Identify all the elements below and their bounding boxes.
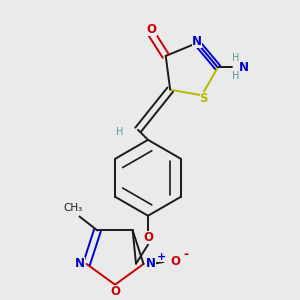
Text: H: H bbox=[116, 127, 124, 137]
Text: N: N bbox=[146, 257, 155, 271]
Text: O: O bbox=[110, 285, 120, 298]
Text: H: H bbox=[232, 71, 239, 82]
Text: O: O bbox=[170, 256, 181, 268]
Text: H: H bbox=[232, 53, 239, 64]
Text: O: O bbox=[147, 23, 157, 37]
Text: S: S bbox=[200, 92, 208, 105]
Text: -: - bbox=[183, 248, 188, 262]
Text: N: N bbox=[239, 61, 249, 74]
Text: O: O bbox=[143, 231, 153, 244]
Text: N: N bbox=[192, 35, 202, 48]
Text: CH₃: CH₃ bbox=[64, 203, 83, 214]
Text: +: + bbox=[157, 252, 166, 262]
Text: N: N bbox=[74, 257, 85, 271]
